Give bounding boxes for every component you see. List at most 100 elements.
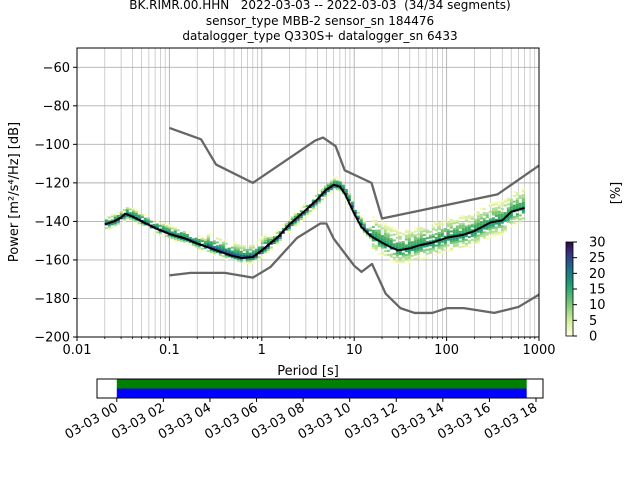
- density-cell: [494, 203, 498, 206]
- density-cell: [482, 237, 486, 240]
- density-cell: [434, 223, 438, 226]
- density-cell: [245, 248, 249, 251]
- density-cell: [392, 227, 396, 230]
- density-cell: [455, 240, 459, 243]
- density-cell: [245, 260, 249, 263]
- density-cell: [323, 193, 327, 196]
- density-cell: [455, 227, 459, 230]
- density-cell: [488, 226, 492, 229]
- density-cell: [218, 238, 222, 241]
- density-cell: [422, 241, 426, 244]
- title-line-1: BK.RIMR.00.HHN 2022-03-03 -- 2022-03-03 …: [129, 0, 511, 12]
- density-cell: [407, 243, 411, 246]
- density-cell: [131, 209, 135, 212]
- density-cell: [203, 237, 207, 240]
- density-cell: [203, 242, 207, 245]
- density-cell: [263, 237, 267, 240]
- density-cell: [497, 210, 501, 213]
- density-cell: [284, 222, 288, 225]
- density-cell: [422, 239, 426, 242]
- density-cell: [236, 259, 240, 262]
- density-cell: [365, 230, 369, 233]
- density-cell: [407, 249, 411, 252]
- density-cell: [449, 238, 453, 241]
- density-cell: [332, 180, 336, 183]
- density-cell: [461, 237, 465, 240]
- density-cell: [380, 221, 384, 224]
- density-cell: [437, 233, 441, 236]
- density-cell: [515, 201, 519, 204]
- density-cell: [206, 238, 210, 241]
- density-cell: [515, 207, 519, 210]
- density-cell: [158, 224, 162, 227]
- density-cell: [251, 246, 255, 249]
- density-cell: [377, 244, 381, 247]
- density-cell: [461, 228, 465, 231]
- density-cell: [407, 230, 411, 233]
- density-cell: [467, 245, 471, 248]
- density-cell: [506, 203, 510, 206]
- density-cell: [317, 201, 321, 204]
- density-cell: [239, 247, 243, 250]
- density-cell: [500, 211, 504, 214]
- density-cell: [491, 207, 495, 210]
- density-cell: [443, 220, 447, 223]
- density-cell: [398, 243, 402, 246]
- density-cell: [392, 256, 396, 259]
- density-cell: [494, 226, 498, 229]
- density-cell: [359, 215, 363, 218]
- density-cell: [470, 223, 474, 226]
- density-cell: [389, 238, 393, 241]
- density-cell: [389, 243, 393, 246]
- density-cell: [296, 213, 300, 216]
- density-cell: [449, 218, 453, 221]
- density-cell: [269, 246, 273, 249]
- density-cell: [404, 238, 408, 241]
- density-cell: [512, 221, 516, 224]
- density-cell: [206, 244, 210, 247]
- density-cell: [371, 216, 375, 219]
- density-cell: [269, 234, 273, 237]
- density-cell: [485, 231, 489, 234]
- density-cell: [479, 232, 483, 235]
- density-cell: [173, 228, 177, 231]
- density-cell: [143, 219, 147, 222]
- density-cell: [494, 228, 498, 231]
- coverage-bars: [116, 379, 527, 398]
- density-cell: [260, 242, 264, 245]
- density-cell: [221, 249, 225, 252]
- density-cell: [497, 214, 501, 217]
- density-cell: [209, 233, 213, 236]
- density-cell: [158, 232, 162, 235]
- density-cell: [503, 212, 507, 215]
- colorbar: [565, 241, 574, 337]
- density-cell: [278, 238, 282, 241]
- density-cell: [506, 220, 510, 223]
- density-cell: [230, 250, 234, 253]
- density-cell: [215, 251, 219, 254]
- density-cell: [104, 215, 108, 218]
- density-cell: [167, 234, 171, 237]
- density-cell: [164, 225, 168, 228]
- density-cell: [419, 228, 423, 231]
- density-cell: [458, 217, 462, 220]
- density-cell: [431, 233, 435, 236]
- density-cell: [407, 257, 411, 260]
- density-cell: [368, 229, 372, 232]
- density-cell: [341, 186, 345, 189]
- density-cell: [107, 226, 111, 229]
- density-cell: [137, 210, 141, 213]
- density-cell: [293, 221, 297, 224]
- density-cell: [509, 217, 513, 220]
- density-cell: [407, 234, 411, 237]
- density-cell: [443, 228, 447, 231]
- density-cell: [440, 231, 444, 234]
- density-cell: [173, 236, 177, 239]
- density-cell: [392, 233, 396, 236]
- density-cell: [251, 258, 255, 261]
- density-cell: [170, 231, 174, 234]
- density-cell: [383, 234, 387, 237]
- density-cell: [173, 240, 177, 243]
- density-cell: [500, 208, 504, 211]
- density-cell: [212, 253, 216, 256]
